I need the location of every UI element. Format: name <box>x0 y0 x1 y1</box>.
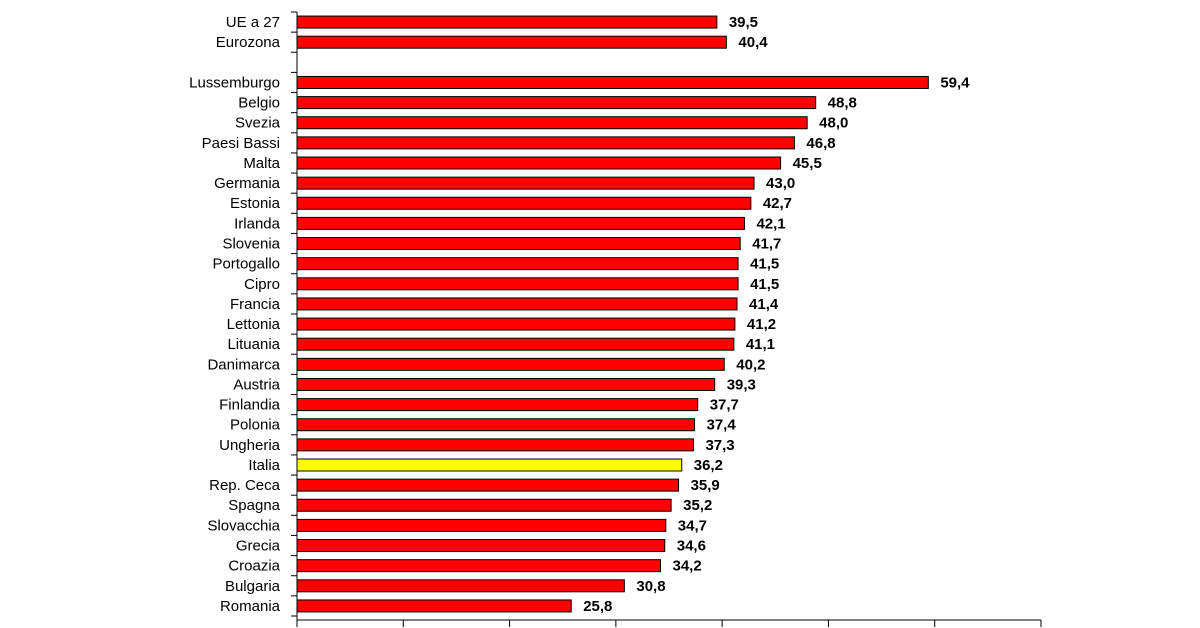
category-label: Austria <box>233 376 280 393</box>
bar <box>296 317 736 331</box>
bar <box>296 458 683 472</box>
category-label: Lituania <box>227 336 280 353</box>
value-label: 41,1 <box>746 336 775 353</box>
category-label: Irlanda <box>234 215 281 232</box>
bar <box>296 579 625 593</box>
value-label: 41,4 <box>749 296 779 313</box>
category-label: Malta <box>243 155 280 172</box>
bar <box>296 15 718 29</box>
value-label: 48,8 <box>828 95 857 112</box>
category-label: Italia <box>248 457 280 474</box>
value-label: 34,6 <box>677 538 706 555</box>
category-label: Belgio <box>238 95 280 112</box>
value-label: 35,2 <box>683 497 712 514</box>
category-label: Romania <box>220 598 281 615</box>
value-label: 41,7 <box>752 236 781 253</box>
bar <box>296 116 808 130</box>
category-label: Danimarca <box>207 356 280 373</box>
bar <box>296 559 661 573</box>
value-label: 43,0 <box>766 175 795 192</box>
value-label: 37,3 <box>705 437 734 454</box>
bar <box>296 297 738 311</box>
bar <box>296 176 755 190</box>
value-label: 46,8 <box>806 135 835 152</box>
category-label: Slovenia <box>222 236 280 253</box>
category-label: Germania <box>214 175 281 192</box>
bar <box>296 398 699 412</box>
category-label: Bulgaria <box>225 578 281 595</box>
category-label: Portogallo <box>212 256 280 273</box>
category-label: Lettonia <box>227 316 281 333</box>
bar <box>296 96 817 110</box>
category-label: Eurozona <box>216 34 281 51</box>
bar <box>296 599 572 613</box>
value-label: 30,8 <box>636 578 665 595</box>
category-label: Rep. Ceca <box>209 477 281 494</box>
value-label: 40,4 <box>738 34 768 51</box>
bar <box>296 136 795 150</box>
bar <box>296 438 694 452</box>
value-label: 37,7 <box>710 397 739 414</box>
category-label: Paesi Bassi <box>202 135 280 152</box>
value-label: 45,5 <box>793 155 822 172</box>
value-label: 42,7 <box>763 195 792 212</box>
bar <box>296 418 696 432</box>
bar <box>296 257 739 271</box>
value-label: 35,9 <box>691 477 720 494</box>
bar <box>296 216 745 230</box>
category-label: Cipro <box>244 276 280 293</box>
category-label: Finlandia <box>219 397 281 414</box>
category-label: Ungheria <box>219 437 281 454</box>
value-label: 40,2 <box>736 356 765 373</box>
category-label: Estonia <box>230 195 281 212</box>
category-label: Francia <box>230 296 281 313</box>
value-label: 42,1 <box>756 215 785 232</box>
value-label: 25,8 <box>583 598 612 615</box>
category-label: Spagna <box>228 497 280 514</box>
bar <box>296 196 752 210</box>
value-label: 59,4 <box>940 74 970 91</box>
category-label: Slovacchia <box>207 517 280 534</box>
value-label: 37,4 <box>707 417 737 434</box>
value-label: 41,2 <box>747 316 776 333</box>
bar <box>296 75 929 89</box>
value-label: 34,2 <box>672 558 701 575</box>
category-label: UE a 27 <box>226 14 280 31</box>
category-label: Grecia <box>236 538 281 555</box>
value-label: 39,3 <box>727 376 756 393</box>
bar <box>296 277 739 291</box>
value-label: 41,5 <box>750 256 779 273</box>
bar <box>296 539 666 553</box>
bar <box>296 337 735 351</box>
category-label: Polonia <box>230 417 281 434</box>
value-label: 34,7 <box>678 517 707 534</box>
category-label: Svezia <box>235 115 281 132</box>
value-label: 36,2 <box>694 457 723 474</box>
bar <box>296 498 672 512</box>
bar <box>296 237 741 251</box>
bar <box>296 357 725 371</box>
category-label: Croazia <box>228 558 280 575</box>
category-label: Lussemburgo <box>189 74 280 91</box>
bar <box>296 518 667 532</box>
bar <box>296 35 727 49</box>
bar <box>296 156 782 170</box>
value-label: 48,0 <box>819 115 848 132</box>
bar <box>296 478 680 492</box>
value-label: 39,5 <box>729 14 758 31</box>
value-label: 41,5 <box>750 276 779 293</box>
bar <box>296 377 716 391</box>
